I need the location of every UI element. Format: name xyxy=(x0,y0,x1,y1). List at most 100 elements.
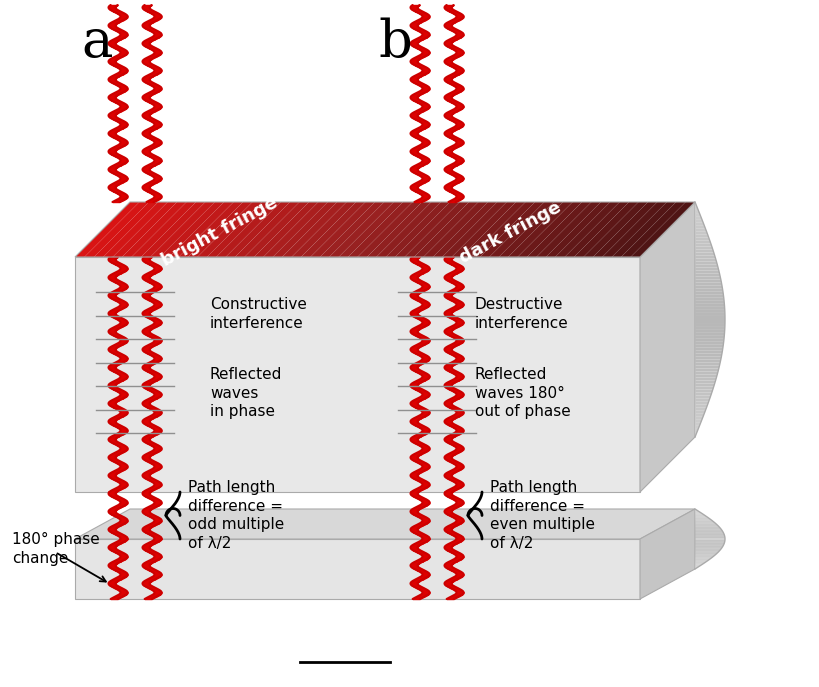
Polygon shape xyxy=(695,392,711,395)
Polygon shape xyxy=(695,519,711,520)
Polygon shape xyxy=(254,202,318,257)
Polygon shape xyxy=(695,521,713,522)
Polygon shape xyxy=(451,202,515,257)
Polygon shape xyxy=(695,267,718,271)
Polygon shape xyxy=(695,511,699,512)
Polygon shape xyxy=(347,202,412,257)
Polygon shape xyxy=(583,202,647,257)
Polygon shape xyxy=(695,253,714,256)
Polygon shape xyxy=(169,202,233,257)
Polygon shape xyxy=(695,528,720,529)
Polygon shape xyxy=(695,285,722,289)
Polygon shape xyxy=(695,282,721,285)
Polygon shape xyxy=(695,556,713,557)
Polygon shape xyxy=(639,509,695,599)
Polygon shape xyxy=(695,318,724,321)
Polygon shape xyxy=(695,549,720,550)
Text: Reflected
waves 180°
out of phase: Reflected waves 180° out of phase xyxy=(474,367,570,419)
Polygon shape xyxy=(695,555,714,556)
Polygon shape xyxy=(404,202,468,257)
Polygon shape xyxy=(695,425,699,428)
Polygon shape xyxy=(695,238,709,240)
Polygon shape xyxy=(695,324,724,327)
Polygon shape xyxy=(695,517,708,518)
Polygon shape xyxy=(695,365,718,369)
Polygon shape xyxy=(695,345,722,348)
Text: Constructive
interference: Constructive interference xyxy=(210,297,306,330)
Polygon shape xyxy=(695,524,717,525)
Polygon shape xyxy=(695,342,723,345)
Polygon shape xyxy=(695,395,710,398)
Polygon shape xyxy=(131,202,196,257)
Polygon shape xyxy=(695,538,724,539)
Polygon shape xyxy=(695,214,700,217)
Polygon shape xyxy=(527,202,590,257)
Polygon shape xyxy=(695,374,717,377)
Polygon shape xyxy=(695,381,715,383)
Text: Reflected
waves
in phase: Reflected waves in phase xyxy=(210,367,282,419)
Polygon shape xyxy=(695,518,709,519)
Polygon shape xyxy=(329,202,393,257)
Polygon shape xyxy=(695,369,718,372)
Polygon shape xyxy=(695,264,717,267)
Polygon shape xyxy=(695,386,713,390)
Polygon shape xyxy=(414,202,477,257)
Polygon shape xyxy=(225,202,290,257)
Polygon shape xyxy=(639,202,695,492)
Polygon shape xyxy=(695,273,719,276)
Polygon shape xyxy=(695,223,704,226)
Polygon shape xyxy=(160,202,224,257)
Polygon shape xyxy=(292,202,355,257)
Polygon shape xyxy=(695,529,721,530)
Polygon shape xyxy=(602,202,666,257)
Text: b: b xyxy=(378,17,411,68)
Polygon shape xyxy=(695,545,722,546)
Polygon shape xyxy=(75,202,139,257)
Polygon shape xyxy=(695,401,708,404)
Polygon shape xyxy=(695,534,724,536)
Polygon shape xyxy=(695,232,707,235)
Polygon shape xyxy=(75,539,639,599)
Polygon shape xyxy=(395,202,459,257)
Polygon shape xyxy=(695,303,724,306)
Polygon shape xyxy=(695,226,704,229)
Polygon shape xyxy=(122,202,186,257)
Polygon shape xyxy=(695,360,720,363)
Polygon shape xyxy=(489,202,553,257)
Polygon shape xyxy=(695,536,724,537)
Text: a: a xyxy=(81,17,113,68)
Polygon shape xyxy=(282,202,346,257)
Polygon shape xyxy=(695,558,711,559)
Polygon shape xyxy=(695,211,699,214)
Polygon shape xyxy=(695,256,715,258)
Polygon shape xyxy=(695,563,704,564)
Polygon shape xyxy=(695,565,700,566)
Polygon shape xyxy=(695,539,724,540)
Polygon shape xyxy=(357,202,422,257)
Polygon shape xyxy=(695,330,724,333)
Polygon shape xyxy=(621,202,685,257)
Polygon shape xyxy=(695,532,723,533)
Polygon shape xyxy=(197,202,261,257)
Polygon shape xyxy=(695,363,719,365)
Polygon shape xyxy=(695,522,714,523)
Polygon shape xyxy=(695,540,724,541)
Polygon shape xyxy=(695,333,724,336)
Polygon shape xyxy=(695,249,713,253)
Polygon shape xyxy=(695,300,723,303)
Polygon shape xyxy=(441,202,506,257)
Polygon shape xyxy=(695,309,724,312)
Polygon shape xyxy=(695,315,724,318)
Polygon shape xyxy=(695,297,723,300)
Polygon shape xyxy=(263,202,328,257)
Polygon shape xyxy=(695,416,703,419)
Polygon shape xyxy=(150,202,215,257)
Polygon shape xyxy=(695,357,721,360)
Polygon shape xyxy=(206,202,271,257)
Polygon shape xyxy=(695,548,721,549)
Polygon shape xyxy=(695,525,717,526)
Polygon shape xyxy=(695,564,703,565)
Polygon shape xyxy=(695,276,720,280)
Polygon shape xyxy=(423,202,487,257)
Polygon shape xyxy=(695,235,708,238)
